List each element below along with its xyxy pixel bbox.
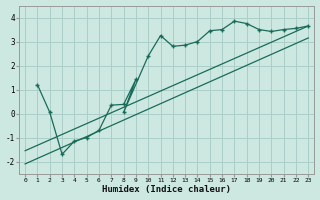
X-axis label: Humidex (Indice chaleur): Humidex (Indice chaleur)	[102, 185, 231, 194]
